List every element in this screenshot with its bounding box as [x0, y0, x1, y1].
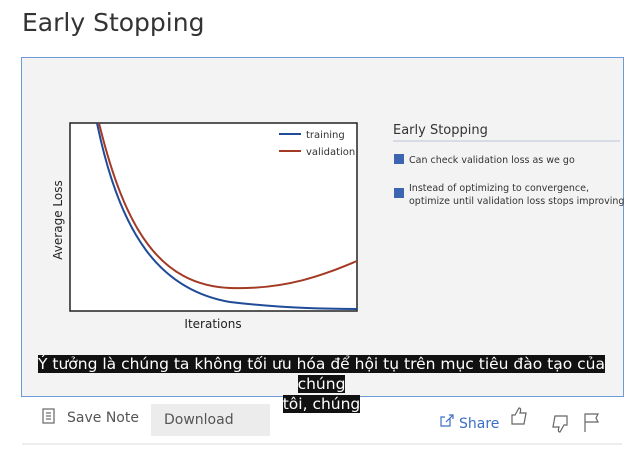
chart-frame [69, 122, 358, 312]
page-title: Early Stopping [22, 8, 205, 37]
validation-curve [98, 122, 358, 290]
caption-line: tôi, chúng [282, 395, 361, 413]
bullet-text: Can check validation loss as we go [409, 155, 575, 166]
training-curve [96, 122, 358, 310]
save-note-button[interactable]: Save Note [67, 410, 139, 426]
legend-label: training [306, 130, 345, 141]
bullet-text: optimize until validation loss stops imp… [409, 196, 624, 207]
bullet [394, 154, 404, 164]
caption-line: Ý tưởng là chúng ta không tối ưu hóa để … [37, 355, 606, 393]
panel-title: Early Stopping [393, 123, 488, 138]
bullet [394, 188, 404, 198]
share-button[interactable]: Share [459, 416, 500, 432]
bullet-text: Instead of optimizing to convergence, [409, 183, 589, 194]
download-label: Download [164, 412, 234, 428]
y-axis-label: Average Loss [51, 180, 65, 259]
caption: Ý tưởng là chúng ta không tối ưu hóa để … [22, 354, 621, 414]
download-button[interactable] [151, 404, 270, 436]
x-axis-label: Iterations [184, 317, 241, 331]
legend-label: validation [306, 147, 355, 158]
